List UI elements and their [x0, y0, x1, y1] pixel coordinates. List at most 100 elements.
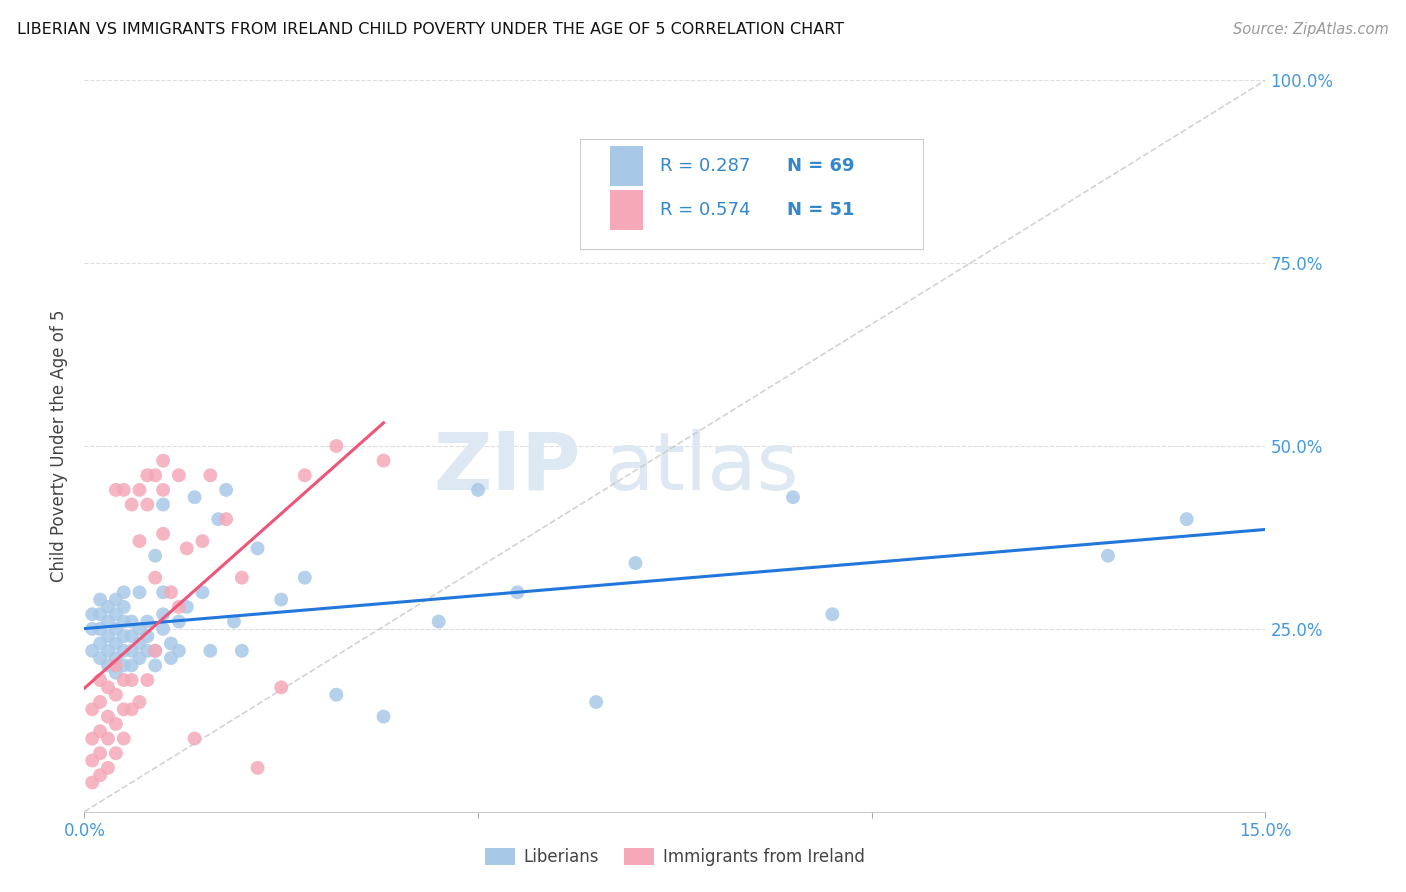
Point	[152, 498, 174, 512]
FancyBboxPatch shape	[610, 145, 643, 186]
Point	[231, 571, 253, 585]
Point	[82, 702, 104, 716]
Point	[121, 615, 143, 629]
FancyBboxPatch shape	[610, 190, 643, 230]
Point	[191, 534, 214, 549]
Point	[143, 571, 166, 585]
Point	[97, 629, 120, 643]
Legend: Liberians, Immigrants from Ireland: Liberians, Immigrants from Ireland	[478, 841, 872, 873]
Y-axis label: Child Poverty Under the Age of 5: Child Poverty Under the Age of 5	[51, 310, 69, 582]
Point	[97, 709, 120, 723]
Point	[128, 534, 150, 549]
Point	[782, 490, 804, 504]
Point	[143, 644, 166, 658]
Point	[136, 468, 159, 483]
Point	[104, 688, 127, 702]
Point	[373, 709, 395, 723]
Point	[325, 439, 347, 453]
Point	[112, 599, 135, 614]
Point	[128, 636, 150, 650]
Point	[821, 607, 844, 622]
Point	[427, 615, 450, 629]
Point	[97, 731, 120, 746]
Point	[121, 702, 143, 716]
Point	[128, 695, 150, 709]
Point	[143, 468, 166, 483]
Point	[82, 622, 104, 636]
Point	[160, 651, 183, 665]
Point	[97, 615, 120, 629]
Point	[104, 607, 127, 622]
Point	[246, 761, 269, 775]
Point	[191, 585, 214, 599]
Point	[624, 556, 647, 570]
Point	[89, 695, 111, 709]
Point	[183, 731, 205, 746]
Point	[200, 644, 222, 658]
Point	[167, 644, 190, 658]
Point	[121, 498, 143, 512]
Point	[82, 754, 104, 768]
Text: Source: ZipAtlas.com: Source: ZipAtlas.com	[1233, 22, 1389, 37]
Point	[143, 644, 166, 658]
Point	[294, 468, 316, 483]
Text: N = 51: N = 51	[787, 201, 855, 219]
Point	[128, 651, 150, 665]
Point	[325, 688, 347, 702]
Point	[136, 615, 159, 629]
Point	[152, 526, 174, 541]
Point	[112, 658, 135, 673]
Point	[89, 651, 111, 665]
Point	[104, 622, 127, 636]
Point	[112, 615, 135, 629]
Point	[97, 644, 120, 658]
Point	[112, 483, 135, 497]
Point	[143, 658, 166, 673]
Text: atlas: atlas	[605, 429, 799, 507]
Point	[152, 585, 174, 599]
Point	[82, 731, 104, 746]
Point	[82, 775, 104, 789]
Point	[89, 636, 111, 650]
Point	[104, 636, 127, 650]
Point	[82, 607, 104, 622]
Point	[104, 483, 127, 497]
Point	[104, 665, 127, 680]
Point	[128, 585, 150, 599]
Point	[246, 541, 269, 556]
Point	[585, 695, 607, 709]
Point	[89, 592, 111, 607]
Point	[112, 731, 135, 746]
Point	[152, 607, 174, 622]
Text: LIBERIAN VS IMMIGRANTS FROM IRELAND CHILD POVERTY UNDER THE AGE OF 5 CORRELATION: LIBERIAN VS IMMIGRANTS FROM IRELAND CHIL…	[17, 22, 844, 37]
Point	[97, 681, 120, 695]
Point	[89, 622, 111, 636]
Text: N = 69: N = 69	[787, 157, 855, 175]
Point	[89, 673, 111, 687]
Point	[176, 541, 198, 556]
Point	[231, 644, 253, 658]
Point	[89, 746, 111, 760]
Point	[112, 585, 135, 599]
Point	[89, 724, 111, 739]
Point	[270, 592, 292, 607]
Point	[200, 468, 222, 483]
Point	[112, 673, 135, 687]
Point	[506, 585, 529, 599]
Text: R = 0.574: R = 0.574	[659, 201, 749, 219]
Point	[121, 629, 143, 643]
Point	[97, 658, 120, 673]
Point	[104, 592, 127, 607]
Point	[89, 607, 111, 622]
Point	[143, 549, 166, 563]
Point	[160, 585, 183, 599]
Point	[1175, 512, 1198, 526]
Point	[121, 673, 143, 687]
Point	[136, 498, 159, 512]
Point	[167, 468, 190, 483]
Point	[128, 483, 150, 497]
Point	[136, 629, 159, 643]
Point	[167, 615, 190, 629]
Point	[373, 453, 395, 467]
Point	[112, 629, 135, 643]
